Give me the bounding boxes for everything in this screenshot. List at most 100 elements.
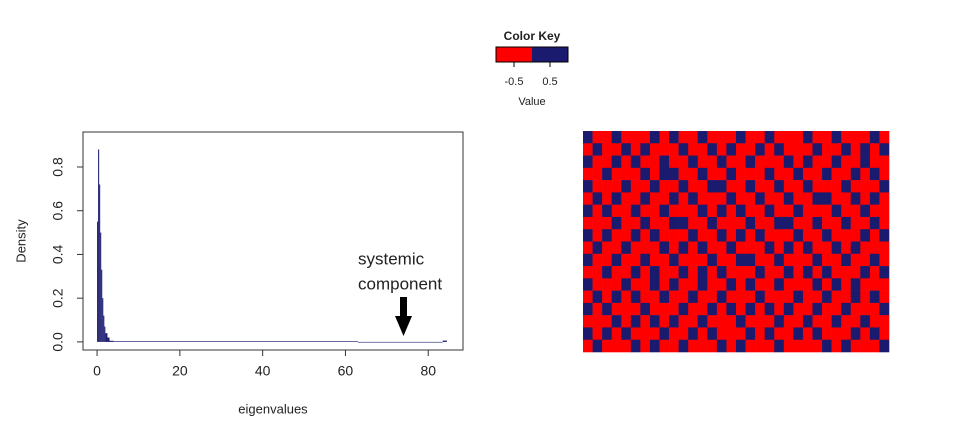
heatmap-cell bbox=[659, 229, 670, 242]
heatmap-cell bbox=[707, 278, 718, 291]
heatmap-cell bbox=[831, 327, 842, 341]
heatmap-cell bbox=[793, 180, 804, 193]
heatmap-cell bbox=[592, 180, 603, 193]
heatmap-cell bbox=[726, 192, 737, 205]
heatmap-cell bbox=[726, 131, 737, 144]
heatmap-cell bbox=[716, 253, 727, 267]
heatmap-cell bbox=[697, 131, 708, 144]
heatmap-cell bbox=[793, 327, 804, 341]
heatmap-cell bbox=[774, 155, 785, 169]
heatmap-cell bbox=[774, 143, 785, 156]
heatmap-cell bbox=[822, 216, 832, 230]
heatmap-cell bbox=[802, 315, 813, 328]
heatmap-cell bbox=[860, 290, 871, 304]
heatmap-cell bbox=[736, 180, 746, 193]
heatmap-cell bbox=[592, 204, 603, 218]
heatmap-cell bbox=[812, 266, 823, 279]
heatmap-cell bbox=[812, 131, 823, 144]
heatmap-cell bbox=[640, 315, 651, 328]
heatmap-cell bbox=[822, 192, 832, 205]
heatmap-cell bbox=[822, 167, 832, 181]
heatmap-cell bbox=[869, 241, 880, 255]
heatmap-cell bbox=[688, 266, 699, 279]
y-tick-label: 0.6 bbox=[50, 201, 66, 221]
heatmap-cell bbox=[869, 315, 880, 328]
heatmap-cell bbox=[621, 278, 632, 291]
heatmap-cell bbox=[697, 167, 708, 181]
heatmap-cell bbox=[611, 315, 622, 328]
heatmap-cell bbox=[630, 204, 641, 218]
heatmap-cell bbox=[783, 143, 794, 156]
heatmap-cell bbox=[736, 253, 746, 267]
heatmap-cell bbox=[669, 339, 679, 353]
heatmap-cell bbox=[736, 266, 746, 279]
heatmap-cell bbox=[831, 143, 842, 156]
heatmap-cell bbox=[649, 327, 660, 341]
heatmap-cell bbox=[611, 339, 622, 353]
heatmap-cell bbox=[755, 204, 765, 218]
colorkey-label: Value bbox=[518, 96, 545, 108]
heatmap-cell bbox=[774, 180, 785, 193]
heatmap-cell bbox=[611, 327, 622, 341]
heatmap-cell bbox=[860, 143, 871, 156]
heatmap-cell bbox=[678, 266, 689, 279]
heatmap-cell bbox=[831, 216, 842, 230]
bar bbox=[97, 221, 99, 342]
heatmap-cell bbox=[678, 302, 689, 316]
bar bbox=[105, 333, 108, 342]
heatmap-cell bbox=[860, 315, 871, 328]
heatmap-cell bbox=[745, 290, 756, 304]
bar bbox=[357, 341, 443, 343]
heatmap-cell bbox=[707, 253, 718, 267]
annotation: component bbox=[358, 274, 442, 293]
heatmap-cell bbox=[879, 241, 890, 255]
heatmap-cell bbox=[602, 339, 612, 353]
heatmap-cell bbox=[764, 131, 775, 144]
heatmap-cell bbox=[678, 229, 689, 242]
y-axis-label: Density bbox=[13, 219, 28, 263]
heatmap-cell bbox=[716, 167, 727, 181]
heatmap-cell bbox=[640, 143, 651, 156]
heatmap-cell bbox=[649, 143, 660, 156]
heatmap-cell bbox=[669, 229, 679, 242]
heatmap-cell bbox=[764, 229, 775, 242]
heatmap-cell bbox=[649, 216, 660, 230]
heatmap-cell bbox=[869, 155, 880, 169]
heatmap-cell bbox=[726, 278, 737, 291]
heatmap-cell bbox=[802, 327, 813, 341]
heatmap-cell bbox=[850, 216, 861, 230]
heatmap-cell bbox=[621, 180, 632, 193]
heatmap-cell bbox=[678, 241, 689, 255]
heatmap-cell bbox=[583, 204, 593, 218]
heatmap-cell bbox=[755, 290, 765, 304]
heatmap-cell bbox=[736, 241, 746, 255]
heatmap-cell bbox=[860, 327, 871, 341]
heatmap-cell bbox=[879, 266, 890, 279]
heatmap-cell bbox=[755, 229, 765, 242]
heatmap-cell bbox=[755, 302, 765, 316]
heatmap-cell bbox=[678, 315, 689, 328]
x-tick-label: 0 bbox=[93, 363, 101, 379]
heatmap-cell bbox=[697, 339, 708, 353]
heatmap-cell bbox=[802, 192, 813, 205]
heatmap-cell bbox=[649, 290, 660, 304]
heatmap-cell bbox=[793, 216, 804, 230]
heatmap-cell bbox=[640, 192, 651, 205]
heatmap-cell bbox=[879, 302, 890, 316]
heatmap-cell bbox=[841, 241, 852, 255]
y-tick-label: 0.4 bbox=[50, 245, 66, 265]
heatmap-cell bbox=[822, 143, 832, 156]
heatmap-cell bbox=[822, 290, 832, 304]
heatmap-cell bbox=[592, 278, 603, 291]
heatmap-cell bbox=[812, 315, 823, 328]
heatmap-cell bbox=[688, 339, 699, 353]
heatmap-cell bbox=[640, 266, 651, 279]
heatmap-cell bbox=[659, 241, 670, 255]
heatmap-cell bbox=[764, 180, 775, 193]
heatmap-cell bbox=[726, 180, 737, 193]
heatmap-cell bbox=[678, 253, 689, 267]
heatmap-cell bbox=[793, 241, 804, 255]
heatmap-cell bbox=[611, 290, 622, 304]
heatmap-cell bbox=[869, 339, 880, 353]
heatmap-cell bbox=[707, 327, 718, 341]
